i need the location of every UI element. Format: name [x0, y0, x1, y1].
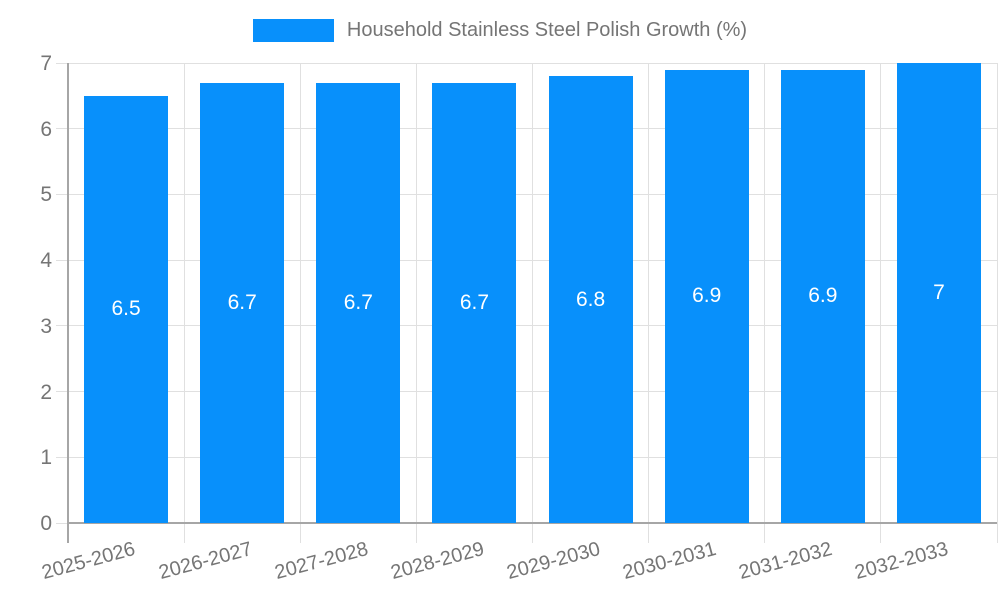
- bar-value-label: 6.5: [111, 297, 141, 321]
- bar[interactable]: [896, 63, 981, 523]
- v-gridline: [183, 63, 185, 543]
- h-gridline: [56, 325, 997, 327]
- legend-item[interactable]: Household Stainless Steel Polish Growth …: [0, 19, 1000, 42]
- v-gridline: [299, 63, 301, 543]
- y-tick-label: 6: [40, 117, 52, 141]
- v-gridline: [648, 63, 650, 543]
- bar-value-label: 6.7: [459, 290, 490, 314]
- bar[interactable]: [780, 69, 865, 523]
- h-gridline: [56, 62, 997, 64]
- bar[interactable]: [84, 95, 169, 523]
- x-tick-label: 2030-2031: [620, 537, 719, 584]
- h-gridline: [56, 391, 997, 393]
- bar-value-label: 7: [933, 281, 945, 304]
- v-gridline: [532, 63, 533, 543]
- x-axis-line: [68, 522, 997, 524]
- bar[interactable]: [548, 76, 633, 523]
- bar[interactable]: [200, 82, 285, 523]
- x-tick-label: 2027-2028: [272, 537, 371, 584]
- legend-label: Household Stainless Steel Polish Growth …: [346, 19, 748, 41]
- y-tick-label: 0: [40, 512, 52, 535]
- v-gridline: [764, 63, 766, 543]
- bar[interactable]: [316, 82, 401, 523]
- x-tick-label: 2031-2032: [736, 537, 835, 584]
- y-tick-label: 2: [40, 380, 52, 404]
- y-tick-label: 4: [40, 249, 52, 273]
- h-gridline: [56, 259, 997, 261]
- v-gridline: [996, 63, 998, 543]
- bar-value-label: 6.7: [343, 290, 373, 314]
- v-gridline: [880, 63, 882, 543]
- v-gridline: [415, 63, 417, 543]
- y-axis-line: [67, 63, 69, 543]
- h-gridline: [56, 456, 997, 458]
- legend-swatch: [252, 19, 334, 42]
- bar-value-label: 6.8: [575, 287, 606, 311]
- y-tick-label: 3: [40, 314, 52, 338]
- h-gridline: [56, 128, 997, 130]
- bar[interactable]: [664, 69, 749, 523]
- y-tick-label: 7: [40, 52, 52, 75]
- x-tick-label: 2032-2033: [852, 537, 951, 584]
- bar[interactable]: [432, 82, 517, 523]
- bar-value-label: 6.9: [808, 284, 838, 308]
- y-tick-label: 5: [40, 183, 52, 207]
- bar-value-label: 6.9: [692, 284, 722, 308]
- x-tick-label: 2025-2026: [39, 537, 139, 584]
- x-tick-label: 2028-2029: [388, 537, 487, 584]
- h-gridline: [56, 193, 997, 195]
- bar-value-label: 6.7: [227, 290, 257, 314]
- x-tick-label: 2026-2027: [156, 537, 255, 584]
- x-tick-label: 2029-2030: [504, 537, 603, 584]
- y-tick-label: 1: [40, 446, 52, 470]
